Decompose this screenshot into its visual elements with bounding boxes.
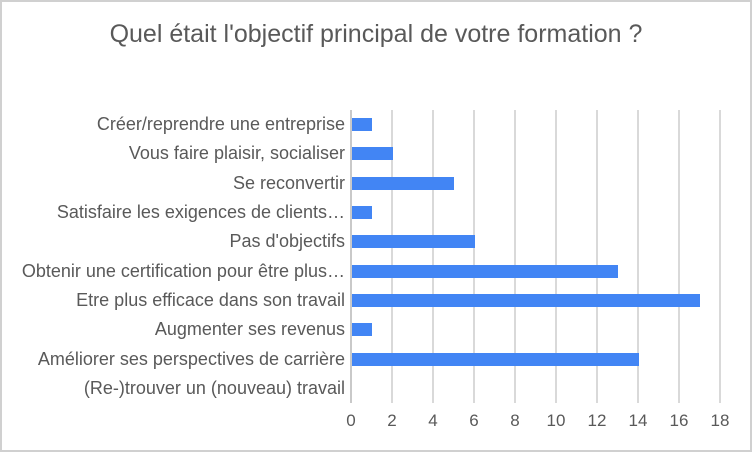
gridline: [719, 110, 721, 403]
category-label: Etre plus efficace dans son travail: [76, 289, 345, 310]
x-tick-label: 16: [669, 411, 689, 430]
x-tick-label: 18: [710, 411, 730, 430]
category-label: Satisfaire les exigences de clients…: [56, 202, 345, 223]
category-label: Améliorer ses perspectives de carrière: [37, 348, 345, 369]
gridline: [596, 110, 598, 403]
bar: [351, 323, 373, 337]
x-tick-label: 4: [428, 411, 438, 430]
category-label: Pas d'objectifs: [229, 231, 346, 252]
bar: [351, 147, 393, 161]
x-tick-label: 8: [510, 411, 520, 430]
gridline: [432, 110, 434, 403]
x-tick-label: 6: [469, 411, 479, 430]
gridline: [391, 110, 393, 403]
bar: [351, 264, 619, 278]
gridline: [473, 110, 475, 403]
category-label: Créer/reprendre une entreprise: [96, 114, 345, 135]
bar: [351, 206, 373, 220]
category-label: Obtenir une certification pour être plus…: [21, 260, 345, 281]
bar: [351, 176, 455, 190]
chart-title: Quel était l'objectif principal de votre…: [109, 20, 643, 48]
category-label: Se reconvertir: [232, 172, 345, 193]
gridline: [678, 110, 680, 403]
category-axis-line: [350, 110, 352, 403]
category-label: Augmenter ses revenus: [154, 319, 345, 340]
bar: [351, 118, 373, 132]
gridline: [514, 110, 516, 403]
bar: [351, 235, 475, 249]
x-tick-label: 12: [587, 411, 607, 430]
x-tick-label: 14: [628, 411, 648, 430]
x-tick-label: 10: [546, 411, 566, 430]
bar: [351, 293, 701, 307]
x-tick-label: 0: [346, 411, 356, 430]
category-label: (Re-)trouver un (nouveau) travail: [83, 377, 345, 398]
gridline: [637, 110, 639, 403]
x-tick-label: 2: [387, 411, 397, 430]
bar: [351, 352, 639, 366]
gridline: [555, 110, 557, 403]
category-label: Vous faire plaisir, socialiser: [128, 143, 345, 164]
